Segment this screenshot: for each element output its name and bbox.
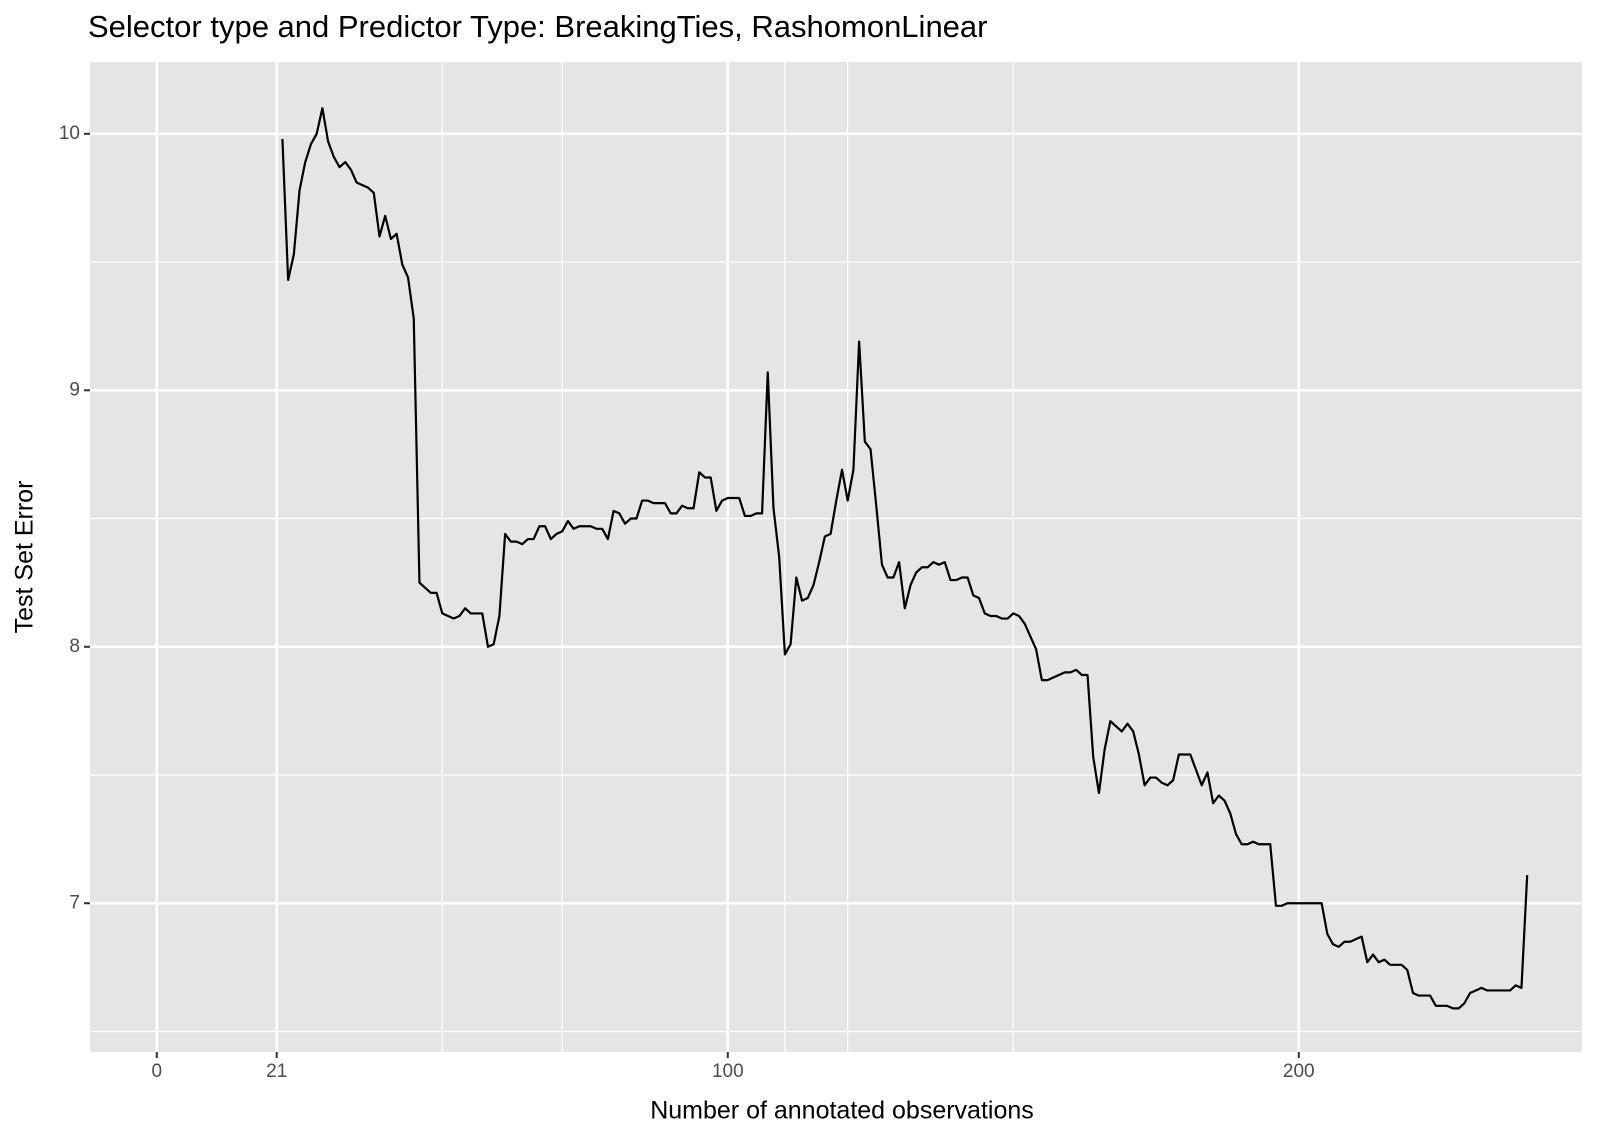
chart-title: Selector type and Predictor Type: Breaki… — [88, 9, 987, 44]
x-tick-label: 100 — [712, 1061, 744, 1082]
y-tick-label: 10 — [59, 123, 80, 144]
y-tick-label: 7 — [69, 892, 80, 913]
x-axis-label: Number of annotated observations — [650, 1097, 1034, 1125]
x-tick-label: 21 — [266, 1061, 287, 1082]
data-line — [281, 107, 1529, 1010]
y-tick-label: 9 — [69, 379, 80, 400]
y-axis-label: Test Set Error — [11, 481, 39, 634]
x-tick-label: 200 — [1283, 1061, 1315, 1082]
x-tick-label: 0 — [152, 1061, 163, 1082]
panel — [90, 62, 1582, 1052]
y-tick-label: 8 — [69, 636, 80, 657]
